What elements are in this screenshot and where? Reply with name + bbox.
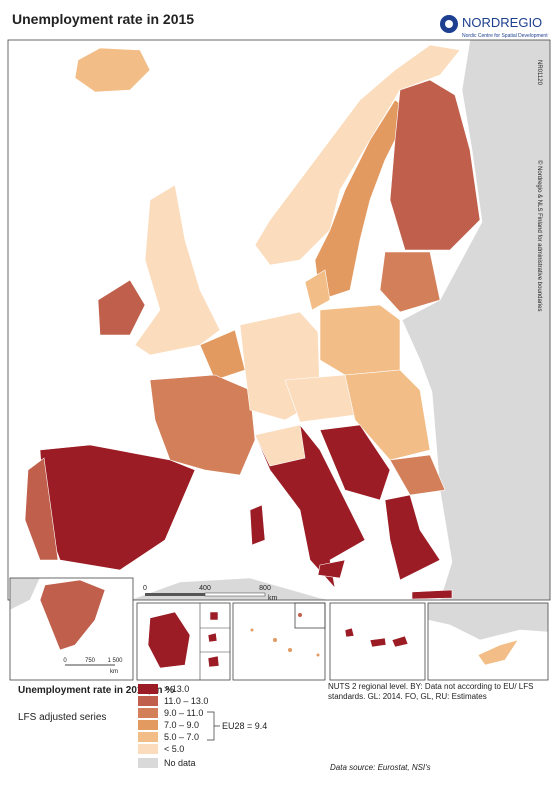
frame <box>9 577 134 681</box>
frame <box>329 602 426 681</box>
copyright: © Nordregio & NLS Finland for administra… <box>536 160 543 312</box>
scale-bar: 0 400 800 km <box>143 585 277 602</box>
legend-swatch <box>138 732 158 742</box>
logo-tagline: Nordic Centre for Spatial Development <box>462 33 548 39</box>
legend-subtitle: LFS adjusted series <box>18 712 106 723</box>
scale-label: 800 <box>259 585 271 592</box>
notes-box: NUTS 2 regional level. BY: Data not acco… <box>328 682 534 701</box>
region <box>254 44 461 266</box>
region <box>298 613 302 617</box>
legend-label: < 5.0 <box>164 744 184 754</box>
region <box>304 269 331 311</box>
eu-average: EU28 = 9.4 <box>222 721 267 731</box>
region <box>319 304 401 376</box>
legend-swatch <box>138 720 158 730</box>
eu-bracket <box>207 711 220 741</box>
map-id: NR01120 <box>536 60 542 86</box>
frame <box>294 602 326 629</box>
scale-label: 0 <box>63 658 67 664</box>
frame <box>232 602 326 681</box>
greenland-inset: 0 750 1 500 km <box>9 577 134 681</box>
scale-label: 750 <box>85 658 96 664</box>
legend-label: 11.0 – 13.0 <box>164 696 208 706</box>
legend-label: 5.0 – 7.0 <box>164 732 199 742</box>
title: Unemployment rate in 2015 <box>12 11 194 27</box>
legend-label: > 13.0 <box>164 684 189 694</box>
scale-segment <box>204 592 266 597</box>
logo-icon <box>445 20 453 28</box>
small-insets <box>136 602 549 681</box>
region <box>24 457 59 561</box>
legend-label: 7.0 – 9.0 <box>164 720 199 730</box>
region <box>254 424 366 589</box>
region <box>369 637 387 648</box>
region <box>384 494 441 581</box>
source: Data source: Eurostat, NSI's <box>330 763 431 772</box>
region <box>379 251 441 313</box>
scale-label: 0 <box>143 585 147 592</box>
region <box>288 648 292 652</box>
region <box>344 627 355 638</box>
frame <box>7 39 551 601</box>
scale-segment <box>145 593 205 596</box>
region <box>389 454 446 496</box>
scale-label: 1 500 <box>107 658 123 664</box>
region <box>317 559 346 579</box>
frame <box>136 602 231 681</box>
legend-classes: > 13.0 11.0 – 13.0 9.0 – 11.0 7.0 – 9.0 5.0 … <box>138 684 208 768</box>
region <box>74 47 151 93</box>
region <box>254 424 306 467</box>
region <box>389 79 481 251</box>
region <box>477 639 519 666</box>
region <box>39 579 106 651</box>
region <box>391 635 409 648</box>
region <box>411 589 453 600</box>
region <box>209 611 219 621</box>
legend-swatch <box>138 744 158 754</box>
legend: Unemployment rate in 2015, in % LFS adju… <box>18 684 267 768</box>
legend-swatch <box>138 684 158 694</box>
region <box>344 369 431 461</box>
region <box>97 279 146 336</box>
legend-label: 9.0 – 11.0 <box>164 708 203 718</box>
region <box>149 374 256 476</box>
legend-swatch <box>138 696 158 706</box>
region <box>147 611 191 669</box>
legend-label: No data <box>164 758 196 768</box>
scale-unit: km <box>110 669 118 675</box>
scale-unit: km <box>268 595 278 602</box>
frame <box>427 602 549 681</box>
legend-swatch <box>138 708 158 718</box>
scale-label: 400 <box>199 585 211 592</box>
region <box>319 424 391 501</box>
region <box>316 653 320 657</box>
region <box>273 638 277 642</box>
region <box>250 628 254 632</box>
logo-name: NORDREGIO <box>462 15 542 30</box>
legend-title: Unemployment rate in 2015, in % <box>18 685 174 696</box>
notes: NUTS 2 regional level. BY: Data not acco… <box>328 682 534 701</box>
main-map <box>7 39 551 601</box>
legend-swatch <box>138 758 158 768</box>
region <box>207 632 218 643</box>
region <box>207 655 220 668</box>
region <box>249 504 266 546</box>
